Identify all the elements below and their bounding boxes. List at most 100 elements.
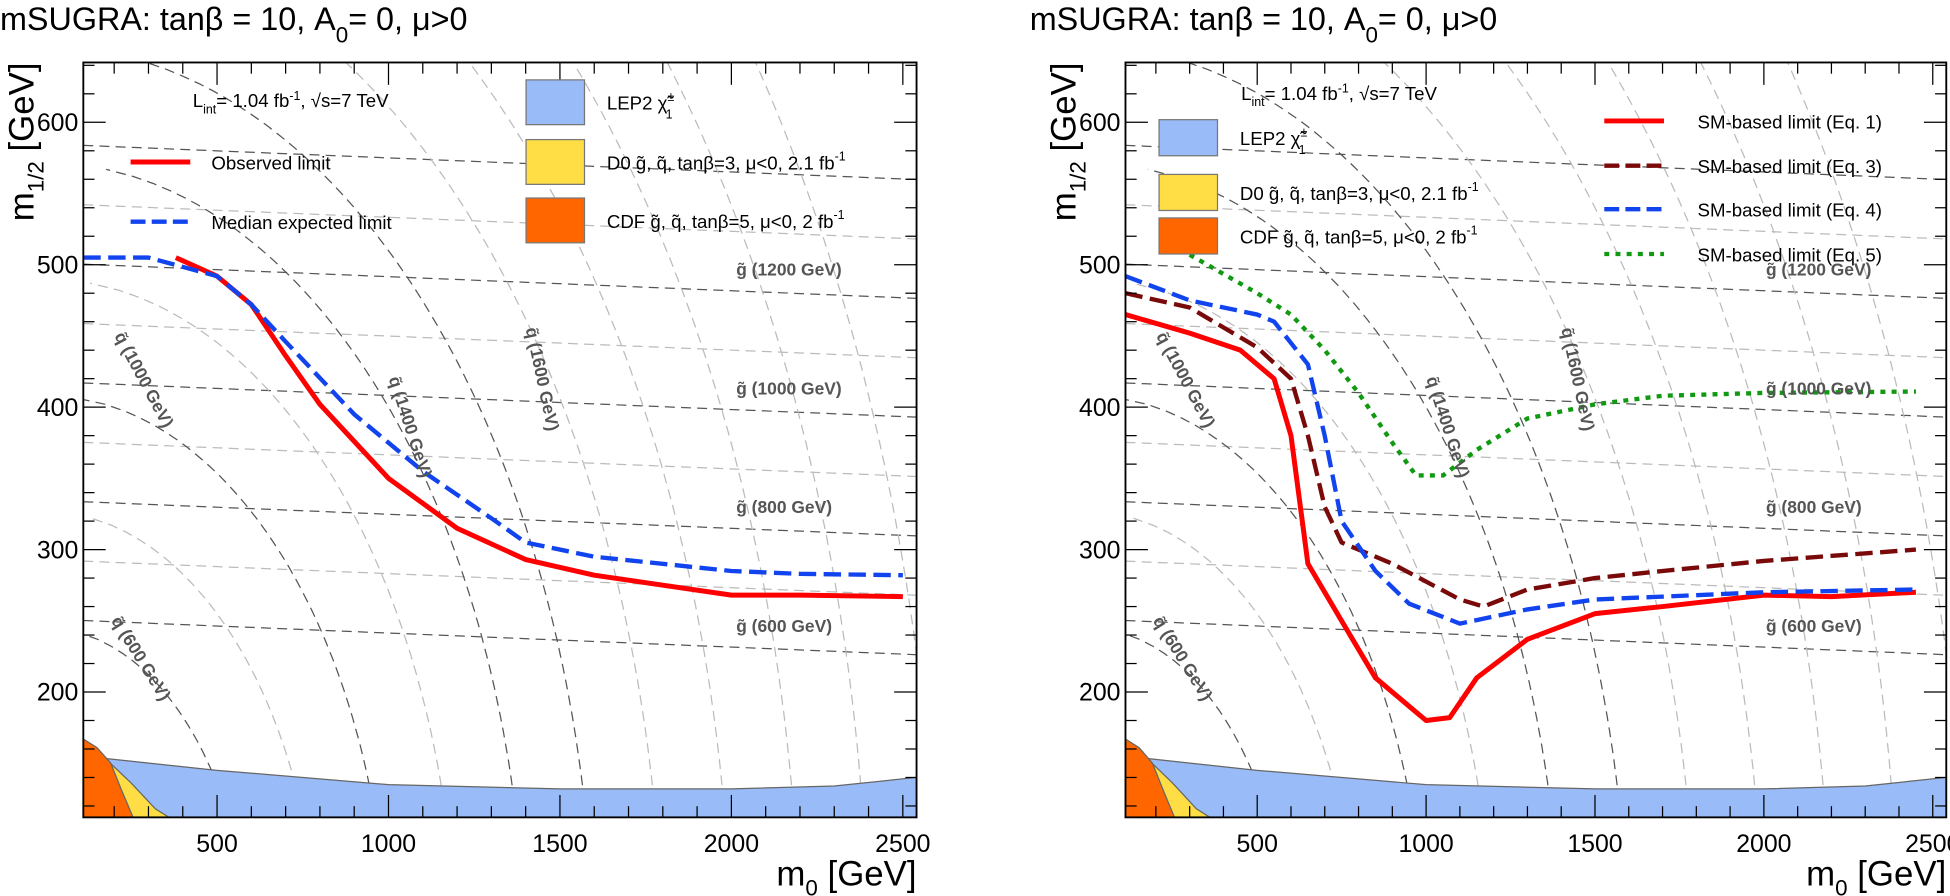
squark-contour-line <box>1133 517 1343 818</box>
squark-contour-line <box>1125 398 1414 818</box>
gluino-contour-label: g̃ (1200 GeV) <box>1766 260 1871 280</box>
legend-label: SM-based limit (Eq. 5) <box>1698 244 1882 265</box>
gluino-contour-line <box>83 382 917 418</box>
squark-contour-line <box>1787 62 1947 659</box>
x-tick-label: 1000 <box>1398 830 1453 858</box>
gluino-contour-label: g̃ (1200 GeV) <box>736 260 841 280</box>
x-tick-label: 2500 <box>1905 830 1950 858</box>
gluino-contour-line <box>83 144 917 181</box>
squark-contour-label: q̃ (1400 GeV) <box>1422 374 1474 480</box>
x-tick-label: 500 <box>196 830 237 858</box>
gluino-contour-label: g̃ (1000 GeV) <box>736 378 841 398</box>
legend-item-series-0: SM-based limit (Eq. 1) <box>1604 111 1882 132</box>
legend-label: Median expected limit <box>211 212 392 233</box>
legend-item-series-0: Observed limit <box>130 152 331 173</box>
legend-label: Observed limit <box>211 152 331 173</box>
legend-swatch <box>1158 119 1219 157</box>
gluino-contour-label: g̃ (800 GeV) <box>1766 497 1862 517</box>
legend-item-series-1: Median expected limit <box>130 212 393 233</box>
mass-contours <box>83 62 917 818</box>
legend-item-cdf: CDF g̃, q̃, tanβ=5, μ<0, 2 fb-1 <box>525 197 845 244</box>
gluino-contour-line <box>83 560 917 596</box>
x-tick-label: 1000 <box>361 830 416 858</box>
y-axis-label: m1/2 [GeV] <box>3 62 49 221</box>
gluino-contour-line <box>83 501 917 537</box>
gluino-contour-line <box>1125 382 1947 418</box>
squark-contour-label: q̃ (1400 GeV) <box>385 374 437 480</box>
region-lep2 <box>83 755 917 818</box>
luminosity-label: Lint= 1.04 fb-1, √s=7 TeV <box>1241 81 1437 109</box>
gluino-contour-line <box>1125 263 1947 299</box>
plot-frame <box>82 61 918 819</box>
legend-swatch <box>525 197 586 244</box>
plot-area <box>83 62 917 818</box>
squark-contour-line <box>83 398 376 818</box>
squark-contour-line <box>1607 62 1827 818</box>
squark-contour-line <box>345 62 657 818</box>
x-tick-label: 2500 <box>875 830 930 858</box>
squark-contour-line <box>1187 62 1622 818</box>
y-tick-label: 600 <box>1079 109 1120 137</box>
gluino-contour-label: g̃ (600 GeV) <box>1766 616 1862 636</box>
y-tick-label: 300 <box>1079 536 1120 564</box>
legend-label: D0 g̃, q̃, tanβ=3, μ<0, 2.1 fb-1 <box>1240 180 1479 204</box>
gluino-contour-line <box>83 263 917 299</box>
squark-contour-label: q̃ (600 GeV) <box>1149 612 1217 704</box>
gluino-contour-line <box>83 322 917 359</box>
squark-contour-label: q̃ (600 GeV) <box>107 612 175 704</box>
region-lep2 <box>1125 755 1947 818</box>
squark-contour-line <box>468 62 726 818</box>
squark-contour-line <box>1147 168 1553 818</box>
y-tick-label: 400 <box>37 394 78 422</box>
gluino-contour-label: g̃ (600 GeV) <box>736 616 832 636</box>
series-line-0 <box>1125 312 1917 723</box>
squark-contour-line <box>666 62 864 818</box>
squark-contour-label: q̃ (1600 GeV) <box>522 325 563 432</box>
legend-item-lep2: LEP2 χ̃± 1 <box>1158 119 1308 157</box>
left-plot: g̃ (1200 GeV) g̃ (1000 GeV) g̃ (800 GeV) g̃… <box>0 1 930 896</box>
squark-contour-line <box>1132 282 1484 818</box>
legend-item-cdf: CDF g̃, q̃, tanβ=5, μ<0, 2 fb-1 <box>1158 217 1478 255</box>
x-tick-label: 1500 <box>532 830 587 858</box>
squark-contour-line <box>90 282 447 818</box>
gluino-contour-line <box>83 441 917 478</box>
gluino-contour-line <box>1125 204 1947 240</box>
gluino-contour-line <box>1125 144 1947 181</box>
legend-label: CDF g̃, q̃, tanβ=5, μ<0, 2 fb-1 <box>607 208 845 232</box>
y-axis-label: m1/2 [GeV] <box>1045 62 1091 221</box>
legend-label: LEP2 χ̃± 1 <box>1240 125 1308 156</box>
gluino-contour-line <box>83 619 917 656</box>
y-tick-label: 500 <box>37 251 78 279</box>
luminosity-label: Lint= 1.04 fb-1, √s=7 TeV <box>193 89 389 117</box>
x-tick-label: 500 <box>1236 830 1277 858</box>
plot-area <box>1125 62 1947 818</box>
gluino-contour-line <box>1125 322 1947 359</box>
legend-swatch <box>1158 217 1219 255</box>
mass-contours <box>1125 62 1947 818</box>
y-tick-label: 500 <box>1079 251 1120 279</box>
y-tick-label: 200 <box>37 679 78 707</box>
y-tick-label: 300 <box>37 536 78 564</box>
y-tick-label: 400 <box>1079 394 1120 422</box>
legend-label: CDF g̃, q̃, tanβ=5, μ<0, 2 fb-1 <box>1240 224 1478 248</box>
legend-item-lep2: LEP2 χ̃± 1 <box>525 79 674 126</box>
legend-item-series-2: SM-based limit (Eq. 4) <box>1604 200 1882 221</box>
squark-contour-label: q̃ (1600 GeV) <box>1557 325 1598 432</box>
plot-frame <box>1124 61 1948 819</box>
gluino-contour-label: g̃ (1000 GeV) <box>1766 378 1871 398</box>
squark-contour-line <box>755 62 917 659</box>
squark-contour-line <box>1383 62 1690 818</box>
chart-title: mSUGRA: tanβ = 10, A0= 0, μ>0 <box>1030 1 1497 47</box>
squark-contour-line <box>146 62 587 818</box>
legend-label: D0 g̃, q̃, tanβ=3, μ<0, 2.1 fb-1 <box>607 150 846 174</box>
legend-item-d0: D0 g̃, q̃, tanβ=3, μ<0, 2.1 fb-1 <box>1158 173 1479 212</box>
gluino-contour-line <box>83 204 917 240</box>
squark-contour-line <box>91 517 304 818</box>
legend-label: SM-based limit (Eq. 4) <box>1698 200 1882 221</box>
squark-contour-label: q̃ (1000 GeV) <box>1152 328 1219 430</box>
legend-item-series-1: SM-based limit (Eq. 3) <box>1604 156 1882 177</box>
x-axis-label: m0 [GeV] <box>1806 855 1946 896</box>
series-line-1 <box>83 255 903 578</box>
legend-item-d0: D0 g̃, q̃, tanβ=3, μ<0, 2.1 fb-1 <box>525 138 846 185</box>
right-plot: g̃ (1200 GeV) g̃ (1000 GeV) g̃ (800 GeV) g̃… <box>1030 1 1950 896</box>
